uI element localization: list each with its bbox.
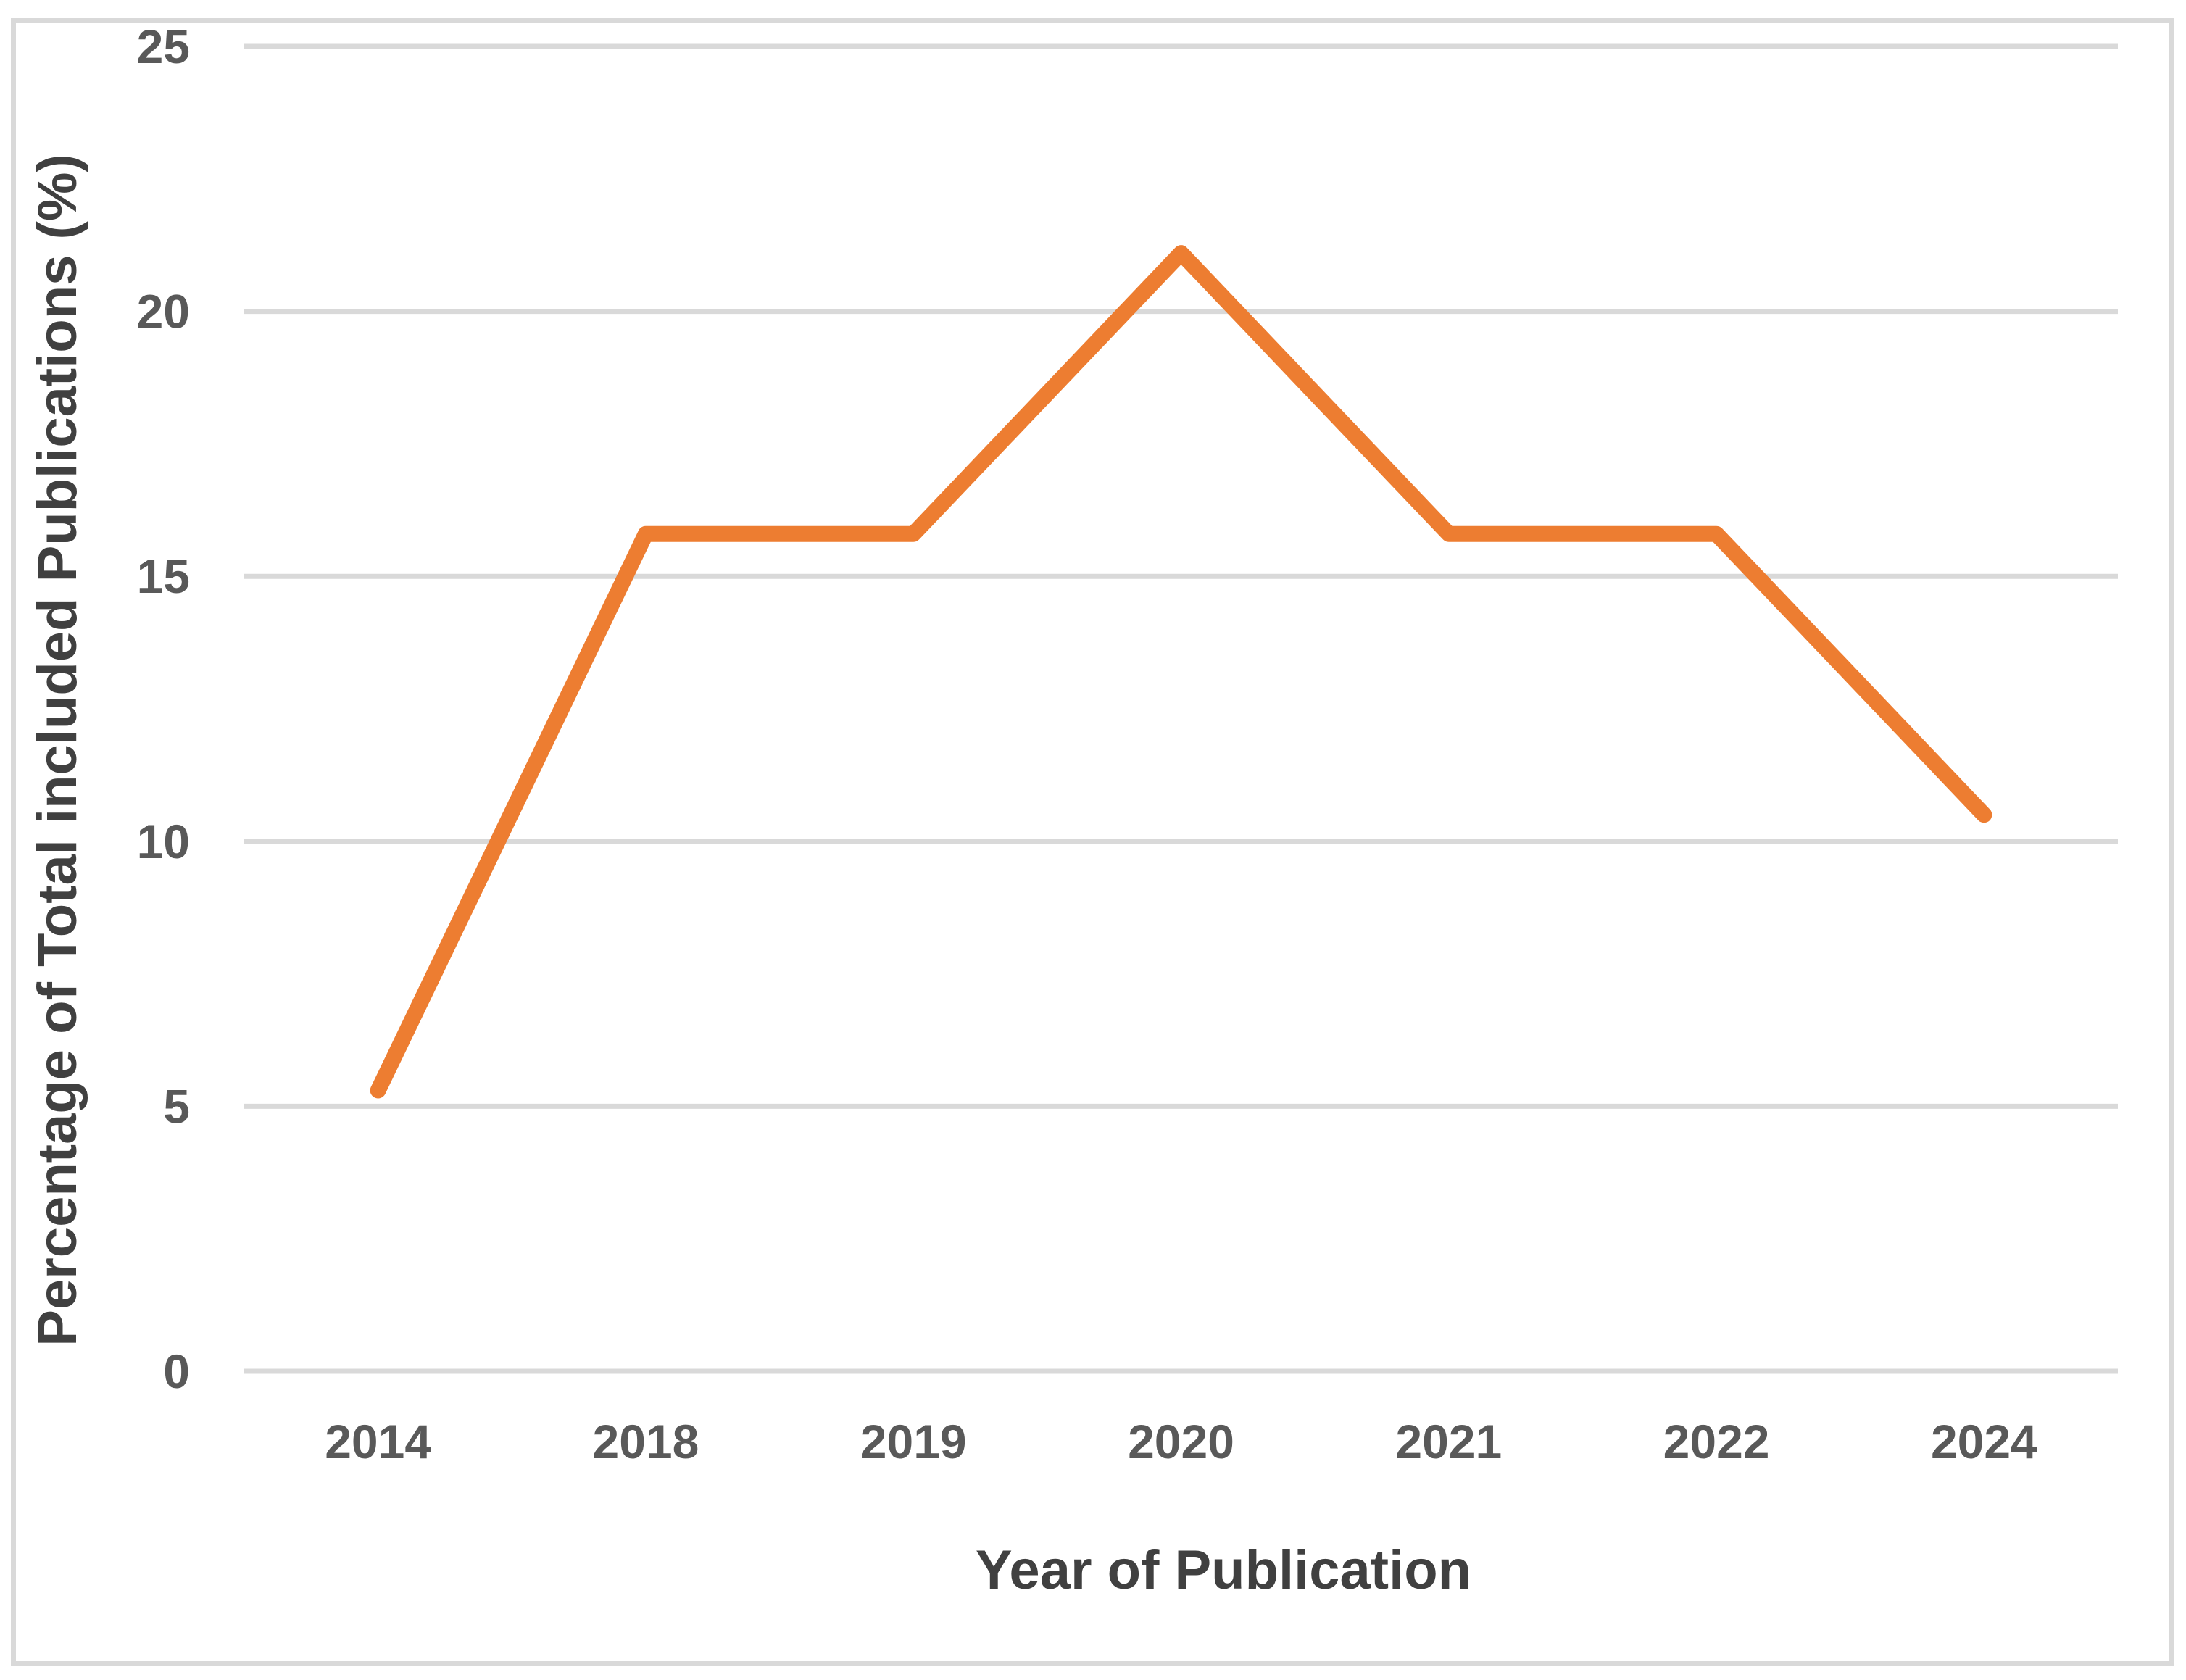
x-tick-label-2020: 2020 — [1128, 1415, 1234, 1468]
x-tick-label-2022: 2022 — [1663, 1415, 1770, 1468]
y-tick-label-0: 0 — [163, 1344, 190, 1398]
y-tick-label-10: 10 — [137, 815, 190, 868]
y-tick-label-15: 15 — [137, 549, 190, 603]
x-axis-tick-labels: 2014 2018 2019 2020 2021 2022 2024 — [325, 1415, 2037, 1468]
y-axis-tick-labels: 0 5 10 15 20 25 — [137, 20, 190, 1398]
y-tick-label-5: 5 — [163, 1079, 190, 1133]
gridlines — [244, 43, 2118, 1374]
x-axis-title: Year of Publication — [976, 1539, 1471, 1601]
y-tick-label-25: 25 — [137, 20, 190, 73]
chart-border — [11, 18, 2174, 1666]
y-tick-label-20: 20 — [137, 285, 190, 338]
x-tick-label-2024: 2024 — [1931, 1415, 2037, 1468]
x-tick-label-2021: 2021 — [1395, 1415, 1502, 1468]
x-tick-label-2014: 2014 — [325, 1415, 431, 1468]
x-tick-label-2018: 2018 — [593, 1415, 699, 1468]
x-tick-label-2019: 2019 — [860, 1415, 967, 1468]
series-line — [370, 245, 1992, 1099]
y-axis-title: Percentage of Total included Publication… — [27, 154, 88, 1346]
